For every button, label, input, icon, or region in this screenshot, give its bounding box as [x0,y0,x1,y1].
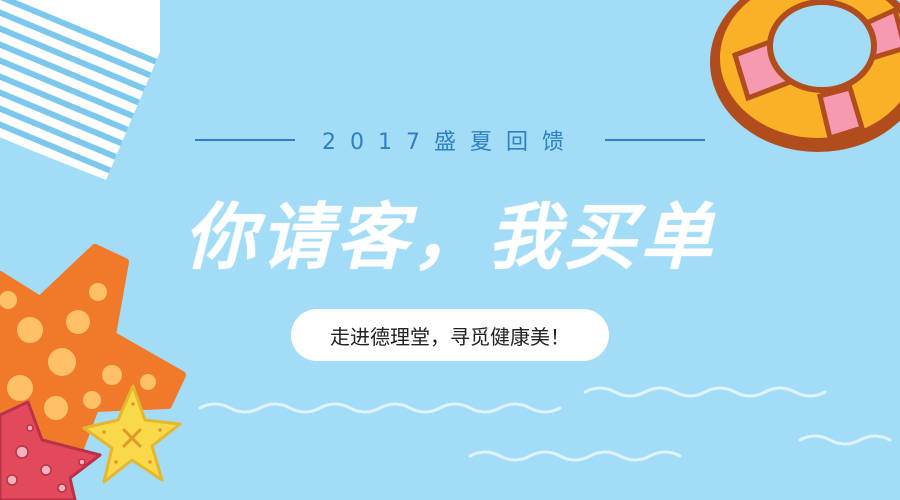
headline: 你请客，我买单 [183,195,716,279]
subtitle-line-left [195,139,295,141]
subtitle: 2017盛夏回馈 [322,130,578,155]
tagline: 走进德理堂，寻觅健康美！ [330,324,570,349]
subtitle-line-right [605,139,705,141]
tagline-pill: 走进德理堂，寻觅健康美！ [291,309,609,361]
